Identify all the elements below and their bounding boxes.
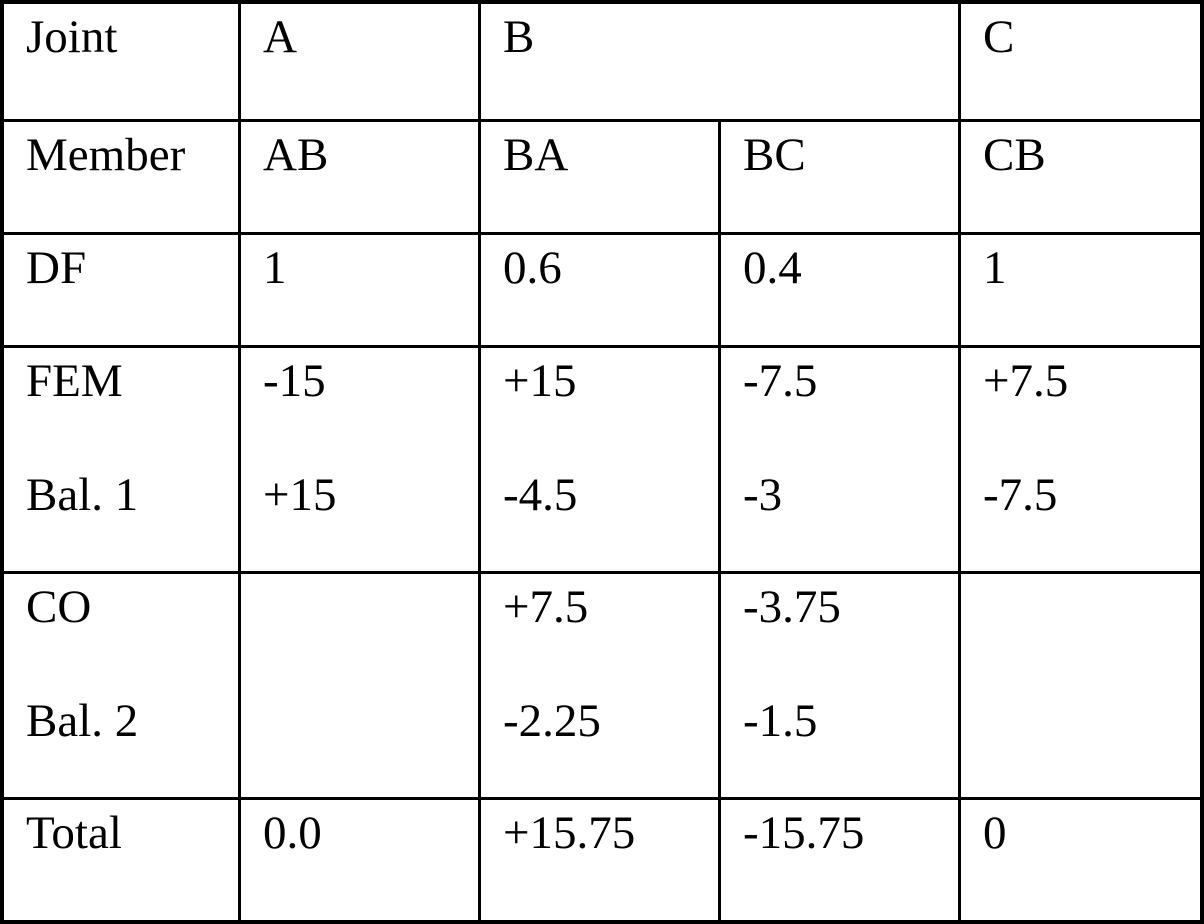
- total-ab-cell: 0.0: [241, 800, 481, 920]
- fem-bal1-cb-cell: +7.5 -7.5: [961, 348, 1200, 574]
- df-cb-cell: 1: [961, 235, 1200, 348]
- cell-text: Member: [26, 129, 186, 181]
- member-bc-cell: BC: [721, 122, 961, 235]
- co-bal2-row-label: CO Bal. 2: [4, 574, 241, 800]
- cell-text: +7.5: [983, 355, 1069, 407]
- cell-text: Total: [26, 807, 122, 859]
- cell-text: DF: [26, 242, 87, 294]
- co-bal2-ba-cell: +7.5 -2.25: [481, 574, 721, 800]
- cell-text: [983, 698, 1200, 745]
- cell-text: FEM: [26, 355, 123, 407]
- cell-text: +15.75: [503, 807, 636, 859]
- cell-text: 0.6: [503, 242, 562, 294]
- cell-text: AB: [263, 129, 329, 181]
- cell-text: 0.0: [263, 807, 322, 859]
- cell-text: -15: [263, 355, 326, 407]
- cell-text: -7.5: [983, 469, 1058, 521]
- fem-bal1-bc-cell: -7.5 -3: [721, 348, 961, 574]
- total-bc-cell: -15.75: [721, 800, 961, 920]
- cell-text: 0: [983, 807, 1007, 859]
- cell-text: -2.25: [503, 695, 601, 747]
- df-ab-cell: 1: [241, 235, 481, 348]
- cell-text: [983, 584, 1200, 631]
- cell-text: -3.75: [743, 581, 841, 633]
- df-ba-cell: 0.6: [481, 235, 721, 348]
- joint-row-label: Joint: [4, 4, 241, 122]
- fem-bal1-ab-cell: -15 +15: [241, 348, 481, 574]
- cell-text: -1.5: [743, 695, 818, 747]
- cell-text: BA: [503, 129, 569, 181]
- cell-text: A: [263, 11, 297, 63]
- cell-text: C: [983, 11, 1015, 63]
- cell-text: 1: [263, 242, 287, 294]
- co-bal2-bc-cell: -3.75 -1.5: [721, 574, 961, 800]
- df-row-label: DF: [4, 235, 241, 348]
- cell-text: CB: [983, 129, 1046, 181]
- cell-text: [263, 584, 478, 631]
- cell-text: +15: [263, 469, 337, 521]
- total-ba-cell: +15.75: [481, 800, 721, 920]
- cell-text: 1: [983, 242, 1007, 294]
- member-ba-cell: BA: [481, 122, 721, 235]
- cell-text: Joint: [26, 11, 118, 63]
- cell-text: BC: [743, 129, 806, 181]
- total-row-label: Total: [4, 800, 241, 920]
- cell-text: [263, 698, 478, 745]
- total-cb-cell: 0: [961, 800, 1200, 920]
- cell-text: +15: [503, 355, 577, 407]
- cell-text: -15.75: [743, 807, 865, 859]
- fem-bal1-row-label: FEM Bal. 1: [4, 348, 241, 574]
- co-bal2-cb-cell: [961, 574, 1200, 800]
- joint-b-cell: B: [481, 4, 961, 122]
- cell-text: 0.4: [743, 242, 802, 294]
- member-cb-cell: CB: [961, 122, 1200, 235]
- co-bal2-ab-cell: [241, 574, 481, 800]
- cell-text: -4.5: [503, 469, 578, 521]
- cell-text: -3: [743, 469, 783, 521]
- member-row-label: Member: [4, 122, 241, 235]
- joint-a-cell: A: [241, 4, 481, 122]
- cell-text: CO: [26, 581, 92, 633]
- cell-text: Bal. 1: [26, 469, 139, 521]
- df-bc-cell: 0.4: [721, 235, 961, 348]
- cell-text: +7.5: [503, 581, 589, 633]
- fem-bal1-ba-cell: +15 -4.5: [481, 348, 721, 574]
- joint-c-cell: C: [961, 4, 1200, 122]
- cell-text: Bal. 2: [26, 695, 139, 747]
- cell-text: B: [503, 11, 535, 63]
- cell-text: -7.5: [743, 355, 818, 407]
- member-ab-cell: AB: [241, 122, 481, 235]
